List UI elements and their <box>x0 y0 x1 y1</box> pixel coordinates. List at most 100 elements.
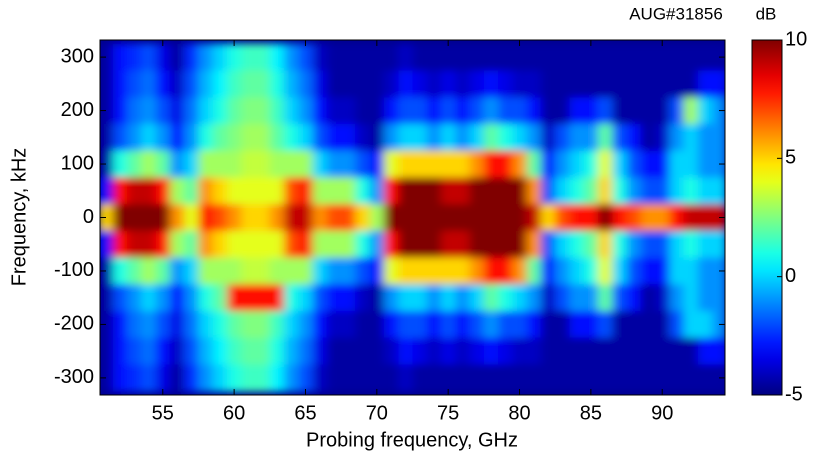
heatmap-cell <box>398 257 413 285</box>
heatmap-cell <box>269 364 285 392</box>
heatmap-cell <box>683 204 699 232</box>
heatmap-cell <box>226 123 242 152</box>
y-tick-label: 200 <box>61 99 94 121</box>
heatmap-cell <box>326 43 342 71</box>
heatmap-cell <box>512 257 528 285</box>
heatmap-cell <box>712 97 725 125</box>
heatmap-cell <box>269 257 285 285</box>
heatmap-cell <box>341 97 356 125</box>
heatmap-cell <box>598 70 613 98</box>
heatmap-cell <box>298 204 314 232</box>
heatmap-cells <box>100 43 725 392</box>
heatmap-cell <box>112 230 128 259</box>
heatmap-cell <box>569 337 585 366</box>
heatmap-cell <box>355 311 371 339</box>
heatmap-cell <box>655 257 670 285</box>
heatmap-cell <box>269 150 285 178</box>
heatmap-cell <box>655 97 670 125</box>
heatmap-cell <box>569 284 585 312</box>
heatmap-cell <box>469 43 485 71</box>
heatmap-cell <box>298 177 314 205</box>
heatmap-cell <box>226 70 242 98</box>
heatmap-cell <box>712 364 725 392</box>
heatmap-cell <box>212 123 228 152</box>
heatmap-cell <box>184 311 199 339</box>
heatmap-cell <box>198 177 214 205</box>
heatmap-cell <box>483 123 499 152</box>
heatmap-cell <box>255 311 271 339</box>
heatmap-cell <box>298 123 314 152</box>
heatmap-cell <box>169 311 185 339</box>
heatmap-cell <box>269 204 285 232</box>
heatmap-cell <box>512 150 528 178</box>
heatmap-cell <box>312 123 328 152</box>
heatmap-cell <box>697 150 713 178</box>
heatmap-cell <box>355 123 371 152</box>
heatmap-cell <box>412 150 428 178</box>
heatmap-cell <box>683 177 699 205</box>
heatmap-cell <box>241 364 257 392</box>
heatmap-cell <box>383 177 399 205</box>
heatmap-cell <box>169 337 185 366</box>
heatmap-cell <box>198 337 214 366</box>
heatmap-cell <box>526 70 542 98</box>
heatmap-cell <box>141 123 157 152</box>
heatmap-cell <box>383 364 399 392</box>
heatmap-cell <box>626 97 642 125</box>
heatmap-cell <box>626 311 642 339</box>
heatmap-cell <box>441 364 456 392</box>
heatmap-cell <box>683 70 699 98</box>
heatmap-cell <box>184 337 199 366</box>
heatmap-cell <box>383 311 399 339</box>
heatmap-cell <box>155 43 171 71</box>
heatmap-cell <box>284 337 299 366</box>
heatmap-cell <box>555 97 570 125</box>
heatmap-cell <box>640 364 656 392</box>
heatmap-cell <box>141 311 157 339</box>
heatmap-cell <box>583 284 599 312</box>
heatmap-cell <box>112 257 128 285</box>
heatmap-cell <box>355 337 371 366</box>
heatmap-cell <box>640 311 656 339</box>
heatmap-cell <box>640 257 656 285</box>
heatmap-cell <box>455 204 471 232</box>
heatmap-cell <box>155 150 171 178</box>
heatmap-cell <box>712 230 725 259</box>
heatmap-cell <box>255 150 271 178</box>
heatmap-cell <box>683 311 699 339</box>
heatmap-cell <box>612 204 628 232</box>
heatmap-cell <box>455 43 471 71</box>
heatmap-cell <box>669 97 685 125</box>
heatmap-cell <box>640 150 656 178</box>
heatmap-cell <box>155 97 171 125</box>
heatmap-cell <box>555 257 570 285</box>
heatmap-cell <box>127 284 142 312</box>
heatmap-cell <box>127 97 142 125</box>
heatmap-cell <box>555 311 570 339</box>
heatmap-cell <box>441 97 456 125</box>
heatmap-cell <box>455 177 471 205</box>
heatmap-cell <box>526 150 542 178</box>
heatmap-cell <box>100 364 114 392</box>
heatmap-cell <box>269 123 285 152</box>
heatmap-cell <box>383 70 399 98</box>
heatmap-cell <box>426 123 442 152</box>
heatmap-cell <box>212 364 228 392</box>
heatmap-cell <box>441 257 456 285</box>
heatmap-cell <box>312 70 328 98</box>
heatmap-cell <box>269 43 285 71</box>
heatmap-cell <box>569 177 585 205</box>
heatmap <box>100 43 725 392</box>
heatmap-cell <box>612 257 628 285</box>
heatmap-cell <box>583 230 599 259</box>
heatmap-cell <box>226 284 242 312</box>
heatmap-cell <box>326 257 342 285</box>
heatmap-cell <box>326 123 342 152</box>
heatmap-cell <box>298 97 314 125</box>
heatmap-cell <box>255 204 271 232</box>
heatmap-cell <box>612 364 628 392</box>
heatmap-cell <box>455 230 471 259</box>
heatmap-cell <box>269 284 285 312</box>
heatmap-cell <box>598 43 613 71</box>
heatmap-cell <box>326 150 342 178</box>
